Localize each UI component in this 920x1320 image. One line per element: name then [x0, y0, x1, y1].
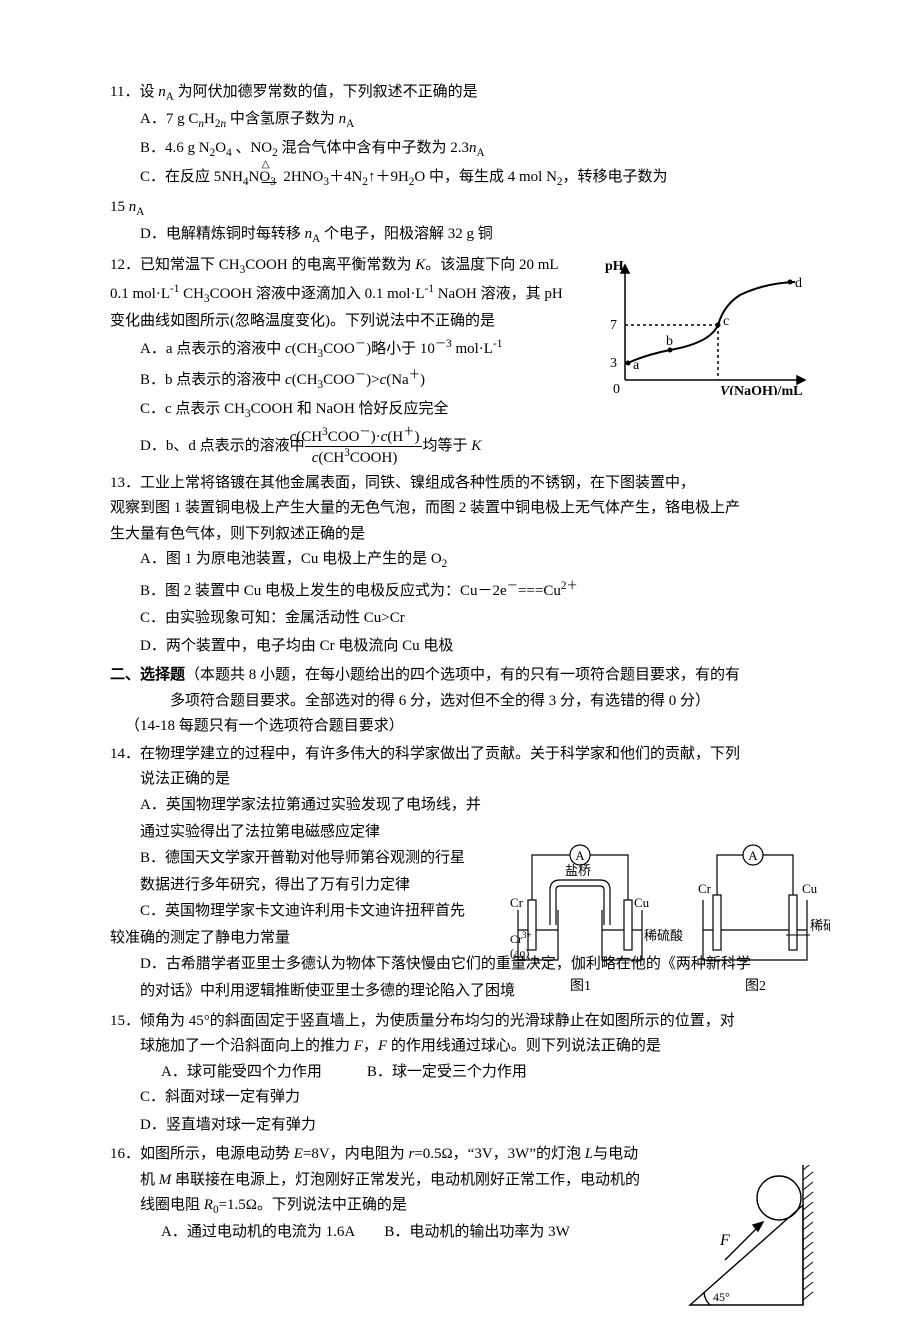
q11: 11．设 nA 为阿伏加德罗常数的值，下列叙述不正确的是 A．7 g CnH2n…	[110, 80, 810, 249]
cr2: Cr	[698, 881, 712, 896]
q14-B1: B．德国天文学家开普勒对他导师第谷观测的行星	[125, 846, 518, 872]
q13-C: C．由实验现象可知：金属活动性 Cu>Cr	[125, 606, 810, 632]
ytick-3: 3	[610, 356, 617, 371]
aq: (aq)	[510, 946, 529, 960]
q14-A2: 通过实验得出了法拉第电磁感应定律	[110, 820, 500, 846]
q15-D: D．竖直墙对球一定有弹力	[125, 1113, 810, 1139]
q15-l2: 球施加了一个沿斜面向上的推力 F，F 的作用线通过球心。则下列说法正确的是	[110, 1034, 810, 1060]
q15-C: C．斜面对球一定有弹力	[125, 1085, 810, 1111]
F-label: F	[719, 1232, 730, 1249]
ammeter2: A	[748, 848, 758, 863]
q15-AB: A．球可能受四个力作用 B．球一定受三个力作用	[110, 1060, 810, 1086]
q14-l2: 说法正确的是	[110, 767, 810, 793]
incline-figure: F 45°	[685, 1165, 825, 1310]
q14-C1: C．英国物理学家卡文迪许利用卡文迪许扭秤首先	[125, 899, 518, 925]
y-label: pH	[605, 259, 624, 274]
q12-D: D．b、d 点表示的溶液中c(CH3COO－)·c(H＋)c(CH3COOH)均…	[125, 426, 810, 467]
ammeter1: A	[575, 848, 585, 863]
q13: 13．工业上常将铬镀在其他金属表面，同铁、镍组成各种性质的不锈钢，在下图装置中，…	[110, 471, 810, 659]
q14-B2: 数据进行多年研究，得出了万有引力定律	[110, 873, 500, 899]
fig2-label: 图2	[745, 979, 766, 994]
section2-head: 二、选择题（本题共 8 小题，在每小题给出的四个选项中，有的只有一项符合题目要求…	[110, 663, 810, 689]
cr1: Cr	[510, 895, 524, 910]
q13-A: A．图 1 为原电池装置，Cu 电极上产生的是 O2	[125, 547, 810, 574]
q13-l1: 13．工业上常将铬镀在其他金属表面，同铁、镍组成各种性质的不锈钢，在下图装置中，	[110, 471, 810, 497]
ytick-7: 7	[610, 318, 617, 333]
acid2: 稀硝酸	[810, 918, 830, 933]
q14-A1: A．英国物理学家法拉第通过实验发现了电场线，并	[125, 793, 518, 819]
q13-l3: 生大量有色气体，则下列叙述正确的是	[110, 522, 810, 548]
q13-B: B．图 2 装置中 Cu 电极上发生的电极反应式为：Cu－2e－===Cu2＋	[125, 577, 810, 605]
pt-d: d	[795, 276, 802, 291]
q14-l1: 14．在物理学建立的过程中，有许多伟大的科学家做出了贡献。关于科学家和他们的贡献…	[110, 742, 810, 768]
chem-figure: A 盐桥 Cr Cu Cr3+ (aq) 稀硫酸 图1 A Cr Cu 稀硝酸 …	[510, 835, 830, 1015]
cu1: Cu	[634, 895, 650, 910]
acid1: 稀硫酸	[644, 928, 683, 943]
q15: 15．倾角为 45°的斜面固定于竖直墙上，为使质量分布均匀的光滑球静止在如图所示…	[110, 1009, 810, 1139]
origin: 0	[613, 382, 620, 395]
q13-D: D．两个装置中，电子均由 Cr 电极流向 Cu 电极	[125, 634, 810, 660]
pt-b: b	[666, 334, 673, 349]
ph-graph: 7 3 a b c d pH V(NaOH)/mL 0	[600, 255, 820, 395]
x-label: V(NaOH)/mL	[720, 384, 802, 395]
section2-note2: 多项符合题目要求。全部选对的得 6 分，选对但不全的得 3 分，有选错的得 0 …	[110, 689, 810, 715]
section2-sub: （14-18 每题只有一个选项符合题目要求）	[110, 714, 810, 740]
q11-C: C．在反应 5NH4NO3 △ 2HNO3＋4N2↑＋9H2O 中，每生成 4 …	[125, 165, 810, 192]
q11-D: D．电解精炼铜时每转移 nA 个电子，阳极溶解 32 g 铜	[125, 222, 810, 249]
fig1-label: 图1	[570, 979, 591, 994]
pt-a: a	[633, 358, 640, 373]
pt-c: c	[723, 314, 729, 329]
q16-l1: 16．如图所示，电源电动势 E=8V，内电阻为 r=0.5Ω，“3V，3W”的灯…	[110, 1142, 810, 1168]
saltbridge: 盐桥	[565, 863, 591, 878]
q11-A: A．7 g CnH2n 中含氢原子数为 nA	[125, 107, 810, 134]
q12-C: C．c 点表示 CH3COOH 和 NaOH 恰好反应完全	[125, 397, 810, 424]
q11-B: B．4.6 g N2O4 、NO2 混合气体中含有中子数为 2.3nA	[125, 136, 810, 163]
cu2: Cu	[802, 881, 818, 896]
q13-l2: 观察到图 1 装置铜电极上产生大量的无色气泡，而图 2 装置中铜电极上无气体产生…	[110, 496, 810, 522]
q11-stem: 11．设 nA 为阿伏加德罗常数的值，下列叙述不正确的是	[110, 80, 810, 107]
q11-C-tail: 15 nA	[110, 195, 810, 222]
